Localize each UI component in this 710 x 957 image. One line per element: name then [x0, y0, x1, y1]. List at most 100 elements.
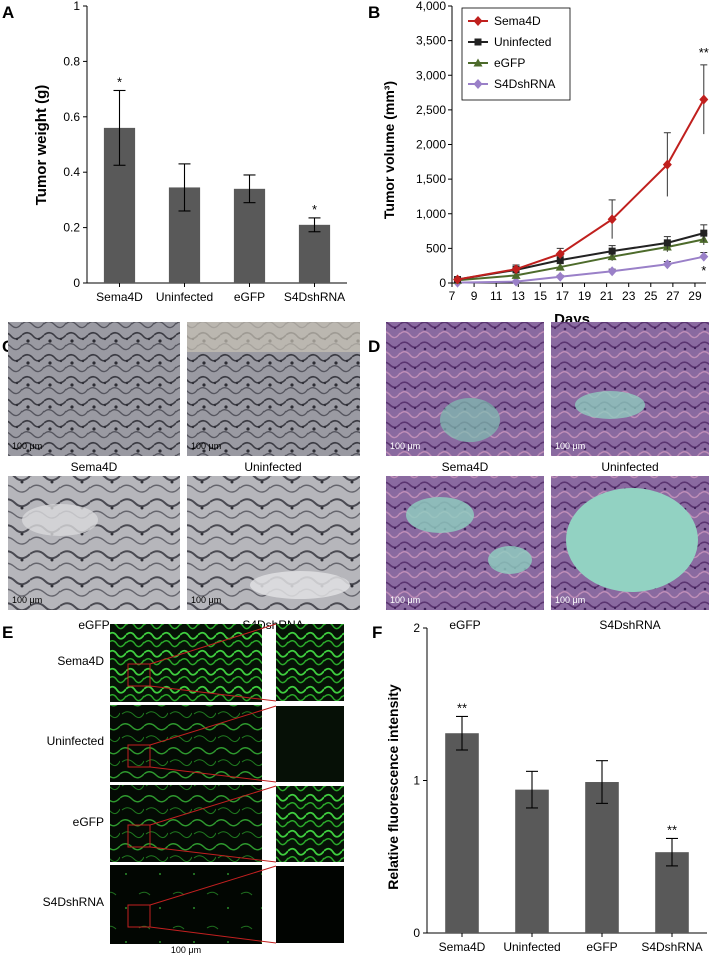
chart-b-xtick-label: 15: [534, 289, 548, 303]
panel-label-b: B: [368, 3, 380, 22]
fluor-zoom-sema4d: [276, 624, 344, 701]
caption-c-sema4d: Sema4D: [71, 460, 118, 474]
chart-b-point-sema4d: [511, 264, 521, 275]
fluor-label-s4dshrna: S4DshRNA: [43, 895, 104, 909]
chart-a-category-label: Uninfected: [156, 290, 213, 304]
chart-b-ytick-label: 3,500: [416, 34, 446, 48]
chart-b-ytick-label: 4,000: [416, 0, 446, 13]
fluorescence-intensity-chart: Relative fluorescence intensity 0 1 2 Sema4…: [385, 621, 707, 954]
tumor-volume-chart: Tumor volume (mm³) Days 05001,0001,5002,…: [381, 0, 709, 328]
chart-a-ytick-label: 1: [73, 0, 80, 13]
chart-a-category-label: eGFP: [234, 290, 265, 304]
chart-a-significance-mark: *: [312, 202, 317, 217]
chart-b-legend-marker-egfp: [473, 58, 483, 67]
chart-b-xtick-label: 7: [449, 289, 456, 303]
chart-b-legend-marker-s4dshrna: [473, 79, 483, 89]
chart-b-line-s4dshrna: [457, 255, 704, 284]
micrograph-c-egfp-lumen: [22, 504, 98, 536]
chart-a-significance-mark: *: [117, 74, 122, 89]
chart-b-xtick-label: 29: [688, 289, 702, 303]
panel-e-fluorescence: Sema4D Uninfected eGFP S4DshRNA 100 μm: [43, 623, 344, 955]
chart-b-point-s4dshrna: [699, 251, 709, 262]
chart-b-ytick-label: 0: [439, 276, 446, 290]
chart-a-category-label: S4DshRNA: [284, 290, 345, 304]
chart-b-ytick-label: 2,500: [416, 103, 446, 117]
caption-d-uninfected: Uninfected: [601, 460, 658, 474]
chart-b-point-egfp: [555, 262, 565, 271]
scale-label-d1: 100 μm: [390, 441, 420, 451]
chart-f-bar: [585, 782, 619, 933]
chart-b-ytick-label: 2,000: [416, 138, 446, 152]
chart-a-bar: [298, 224, 331, 283]
panel-label-a: A: [2, 3, 14, 22]
chart-b-xtick-label: 23: [622, 289, 636, 303]
micrograph-d-egfp: [386, 476, 544, 610]
micrograph-c-sema4d: [8, 322, 180, 456]
chart-b-significance-mark: **: [699, 45, 709, 60]
tumor-weight-chart: Tumor weight (g) 0 0.2 0.4 0.6 0.8 1 Sema4D * Un…: [33, 0, 347, 304]
chart-b-legend-marker-sema4d: [473, 16, 483, 26]
micrograph-d-sema4d-lumen: [440, 398, 500, 442]
chart-b-point-sema4d: [453, 274, 463, 285]
chart-a-ytick-label: 0.6: [63, 110, 80, 124]
caption-c-uninfected: Uninfected: [244, 460, 301, 474]
chart-b-xtick-label: 11: [490, 289, 503, 303]
panel-label-e: E: [2, 623, 13, 642]
scale-label-c3: 100 μm: [12, 595, 42, 605]
micrograph-c-s4dshrna-lumen: [250, 571, 350, 599]
chart-f-category-label: eGFP: [586, 940, 617, 954]
zoom-connectors: [127, 623, 277, 944]
scale-label-c1: 100 μm: [12, 441, 42, 451]
micrograph-d-uninfected: [551, 322, 709, 456]
chart-a-ylabel: Tumor weight (g): [33, 85, 50, 206]
chart-b-point-uninfected: [663, 239, 671, 247]
chart-b-legend-label-uninfected: Uninfected: [494, 35, 551, 49]
fluor-label-sema4d: Sema4D: [57, 654, 104, 668]
chart-f-ytick-label: 0: [413, 926, 420, 940]
chart-b-ytick-label: 1,000: [416, 207, 446, 221]
fluor-scale-label: 100 μm: [171, 945, 201, 955]
fluor-zoom-uninfected: [276, 706, 344, 782]
caption-d-sema4d: Sema4D: [442, 460, 489, 474]
chart-b-legend-label-s4dshrna: S4DshRNA: [494, 77, 555, 91]
micrograph-d-egfp-lumen: [406, 497, 474, 533]
micrograph-d-uninfected-lumen: [575, 391, 645, 419]
chart-b-point-sema4d: [662, 159, 672, 170]
chart-b-ytick-label: 1,500: [416, 172, 446, 186]
chart-b-point-s4dshrna: [511, 276, 521, 287]
chart-f-bar: [515, 789, 549, 933]
panel-c-micrographs: 100 μm 100 μm 100 μm 100 μm Sema4D Uninf…: [8, 322, 360, 632]
chart-b-point-uninfected: [608, 247, 616, 255]
chart-b-point-uninfected: [556, 256, 564, 264]
chart-f-significance-mark: **: [457, 700, 467, 715]
chart-b-xtick-label: 25: [644, 289, 658, 303]
chart-b-legend-label-egfp: eGFP: [494, 56, 525, 70]
scale-label-d3: 100 μm: [390, 595, 420, 605]
fluor-label-egfp: eGFP: [73, 815, 104, 829]
micrograph-c-uninfected-stroma: [187, 322, 360, 352]
chart-b-point-egfp: [511, 270, 521, 279]
fluor-uninfected: [110, 705, 262, 782]
chart-b-significance-mark: *: [701, 263, 706, 278]
chart-f-category-label: Sema4D: [439, 940, 486, 954]
scale-label-d4: 100 μm: [555, 595, 585, 605]
chart-a-ytick-label: 0.8: [63, 54, 80, 68]
panel-label-d: D: [368, 337, 380, 356]
chart-b-xtick-label: 13: [512, 289, 526, 303]
micrograph-d-egfp-lumen2: [488, 546, 532, 574]
chart-b-ytick-label: 3,000: [416, 68, 446, 82]
chart-a-ytick-label: 0.4: [63, 165, 80, 179]
chart-f-bar: [445, 733, 479, 933]
chart-f-category-label: Uninfected: [503, 940, 560, 954]
fluor-egfp: [110, 785, 262, 862]
micrograph-d-s4dshrna-lumen: [566, 488, 698, 592]
chart-b-xtick-label: 21: [600, 289, 614, 303]
chart-b-point-s4dshrna: [607, 266, 617, 277]
chart-b-xtick-label: 27: [666, 289, 680, 303]
caption-c-egfp: eGFP: [78, 618, 109, 632]
fluor-label-uninfected: Uninfected: [47, 734, 104, 748]
chart-f-ylabel: Relative fluorescence intensity: [385, 684, 401, 890]
chart-b-line-sema4d: [457, 98, 705, 281]
chart-f-ytick-label: 2: [413, 621, 420, 635]
